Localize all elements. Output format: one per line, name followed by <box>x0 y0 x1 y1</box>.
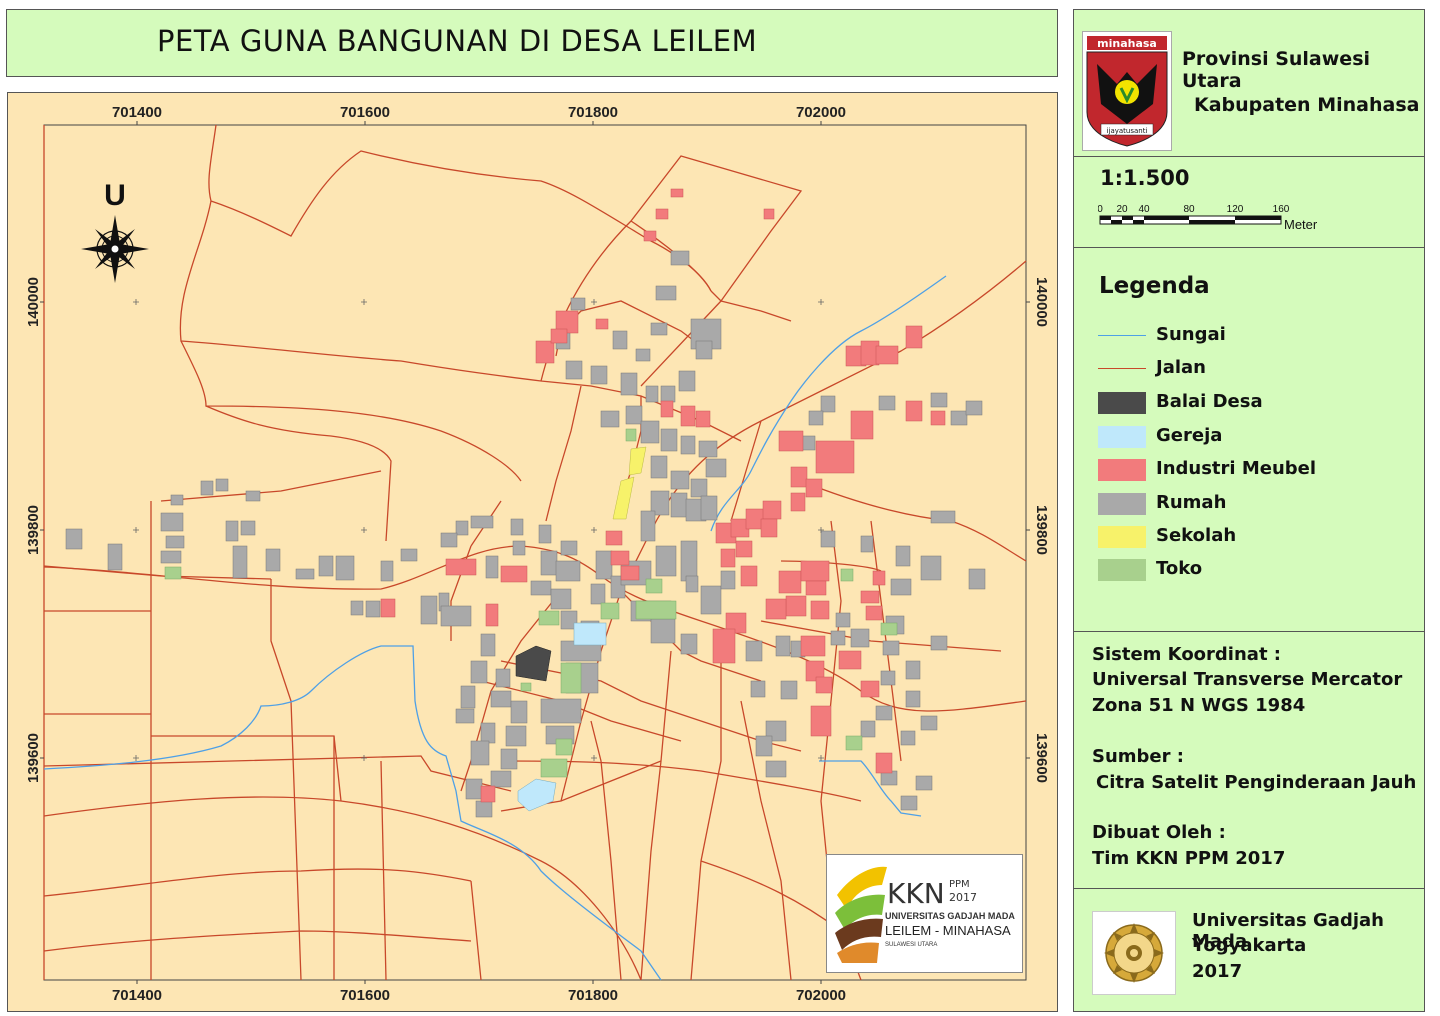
swatch-rumah <box>1098 493 1146 515</box>
svg-text:UNIVERSITAS GADJAH MADA: UNIVERSITAS GADJAH MADA <box>885 911 1015 921</box>
svg-text:80: 80 <box>1183 204 1195 215</box>
x-tick-bottom-1: 701400 <box>112 987 162 1004</box>
y-tick-left-1: 140000 <box>25 277 42 327</box>
y-tick-right-1: 140000 <box>1033 277 1050 327</box>
river-line-icon <box>1098 335 1146 336</box>
x-tick-bottom-2: 701600 <box>340 987 390 1004</box>
map-area <box>43 124 1027 981</box>
road-line-icon <box>1098 368 1146 369</box>
svg-text:120: 120 <box>1227 204 1244 215</box>
svg-text:0: 0 <box>1098 204 1103 215</box>
swatch-balai-desa <box>1098 392 1146 414</box>
legend-title: Legenda <box>1099 273 1210 299</box>
buildings-toko <box>164 428 898 778</box>
swatch-sekolah <box>1098 526 1146 548</box>
svg-text:KKN: KKN <box>887 877 945 910</box>
x-tick-top-1: 701400 <box>112 104 162 121</box>
minahasa-emblem-icon: minahasa ijayatusanti <box>1082 31 1172 151</box>
map-year: 2017 <box>1192 961 1243 982</box>
y-tick-right-2: 139800 <box>1033 505 1050 555</box>
building-sekolah-2 <box>612 476 635 520</box>
source-value: Citra Satelit Penginderaan Jauh <box>1096 772 1417 793</box>
svg-text:40: 40 <box>1138 204 1150 215</box>
x-tick-bottom-4: 702000 <box>796 987 846 1004</box>
scale-unit: Meter <box>1284 217 1318 232</box>
y-tick-right-3: 139600 <box>1033 733 1050 783</box>
swatch-industri-meubel <box>1098 459 1146 481</box>
kkn-logo-graphic: KKN PPM 2017 UNIVERSITAS GADJAH MADA LEI… <box>835 866 1015 963</box>
north-arrow-icon: U <box>81 179 149 283</box>
kkn-logo: KKN PPM 2017 UNIVERSITAS GADJAH MADA LEI… <box>826 854 1023 973</box>
swatch-toko <box>1098 559 1146 581</box>
coord-line1: Universal Transverse Mercator <box>1092 669 1403 690</box>
coord-label: Sistem Koordinat : <box>1092 644 1282 665</box>
north-label: U <box>104 179 126 212</box>
graticule <box>133 299 824 761</box>
map-frame: 701400 701600 701800 702000 701400 70160… <box>7 92 1058 1012</box>
svg-text:SULAWESI UTARA: SULAWESI UTARA <box>885 942 937 948</box>
title-box: PETA GUNA BANGUNAN DI DESA LEILEM <box>6 9 1058 77</box>
svg-text:ijayatusanti: ijayatusanti <box>1107 127 1148 135</box>
svg-text:PPM: PPM <box>949 879 970 890</box>
y-tick-left-2: 139800 <box>25 505 42 555</box>
author-label: Dibuat Oleh : <box>1092 822 1226 843</box>
source-label: Sumber : <box>1092 746 1184 767</box>
x-tick-top-3: 701800 <box>568 104 618 121</box>
map-canvas[interactable]: 701400 701600 701800 702000 701400 70160… <box>8 93 1059 1013</box>
building-balai-desa <box>515 645 552 682</box>
x-tick-top-2: 701600 <box>340 104 390 121</box>
scale-bar: 0 20 40 80 120 160 Meter <box>1097 202 1338 236</box>
svg-text:minahasa: minahasa <box>1097 37 1157 50</box>
rivers <box>43 275 947 981</box>
university-name: Universitas Gadjah Mada <box>1192 910 1384 952</box>
map-title: PETA GUNA BANGUNAN DI DESA LEILEM <box>157 24 758 58</box>
y-tick-left-3: 139600 <box>25 733 42 783</box>
regency-label: Kabupaten Minahasa <box>1194 94 1420 116</box>
scale-ratio: 1:1.500 <box>1100 166 1190 190</box>
building-gereja-2 <box>517 778 557 812</box>
svg-text:2017: 2017 <box>949 891 977 904</box>
x-tick-bottom-3: 701800 <box>568 987 618 1004</box>
svg-text:160: 160 <box>1273 204 1290 215</box>
coord-line2: Zona 51 N WGS 1984 <box>1092 695 1306 716</box>
buildings-industri-meubel <box>380 188 946 803</box>
building-gereja-1 <box>573 622 607 646</box>
svg-text:LEILEM - MINAHASA: LEILEM - MINAHASA <box>885 923 1011 938</box>
ugm-emblem-icon <box>1092 911 1176 995</box>
side-panel: minahasa ijayatusanti Provinsi Sulawesi … <box>1073 9 1425 1012</box>
x-tick-top-4: 702000 <box>796 104 846 121</box>
author-value: Tim KKN PPM 2017 <box>1092 848 1286 869</box>
svg-text:20: 20 <box>1116 204 1128 215</box>
swatch-gereja <box>1098 426 1146 448</box>
building-sekolah-1 <box>628 446 647 476</box>
province-label: Provinsi Sulawesi Utara <box>1182 48 1371 92</box>
university-city: Yogyakarta <box>1192 935 1307 956</box>
